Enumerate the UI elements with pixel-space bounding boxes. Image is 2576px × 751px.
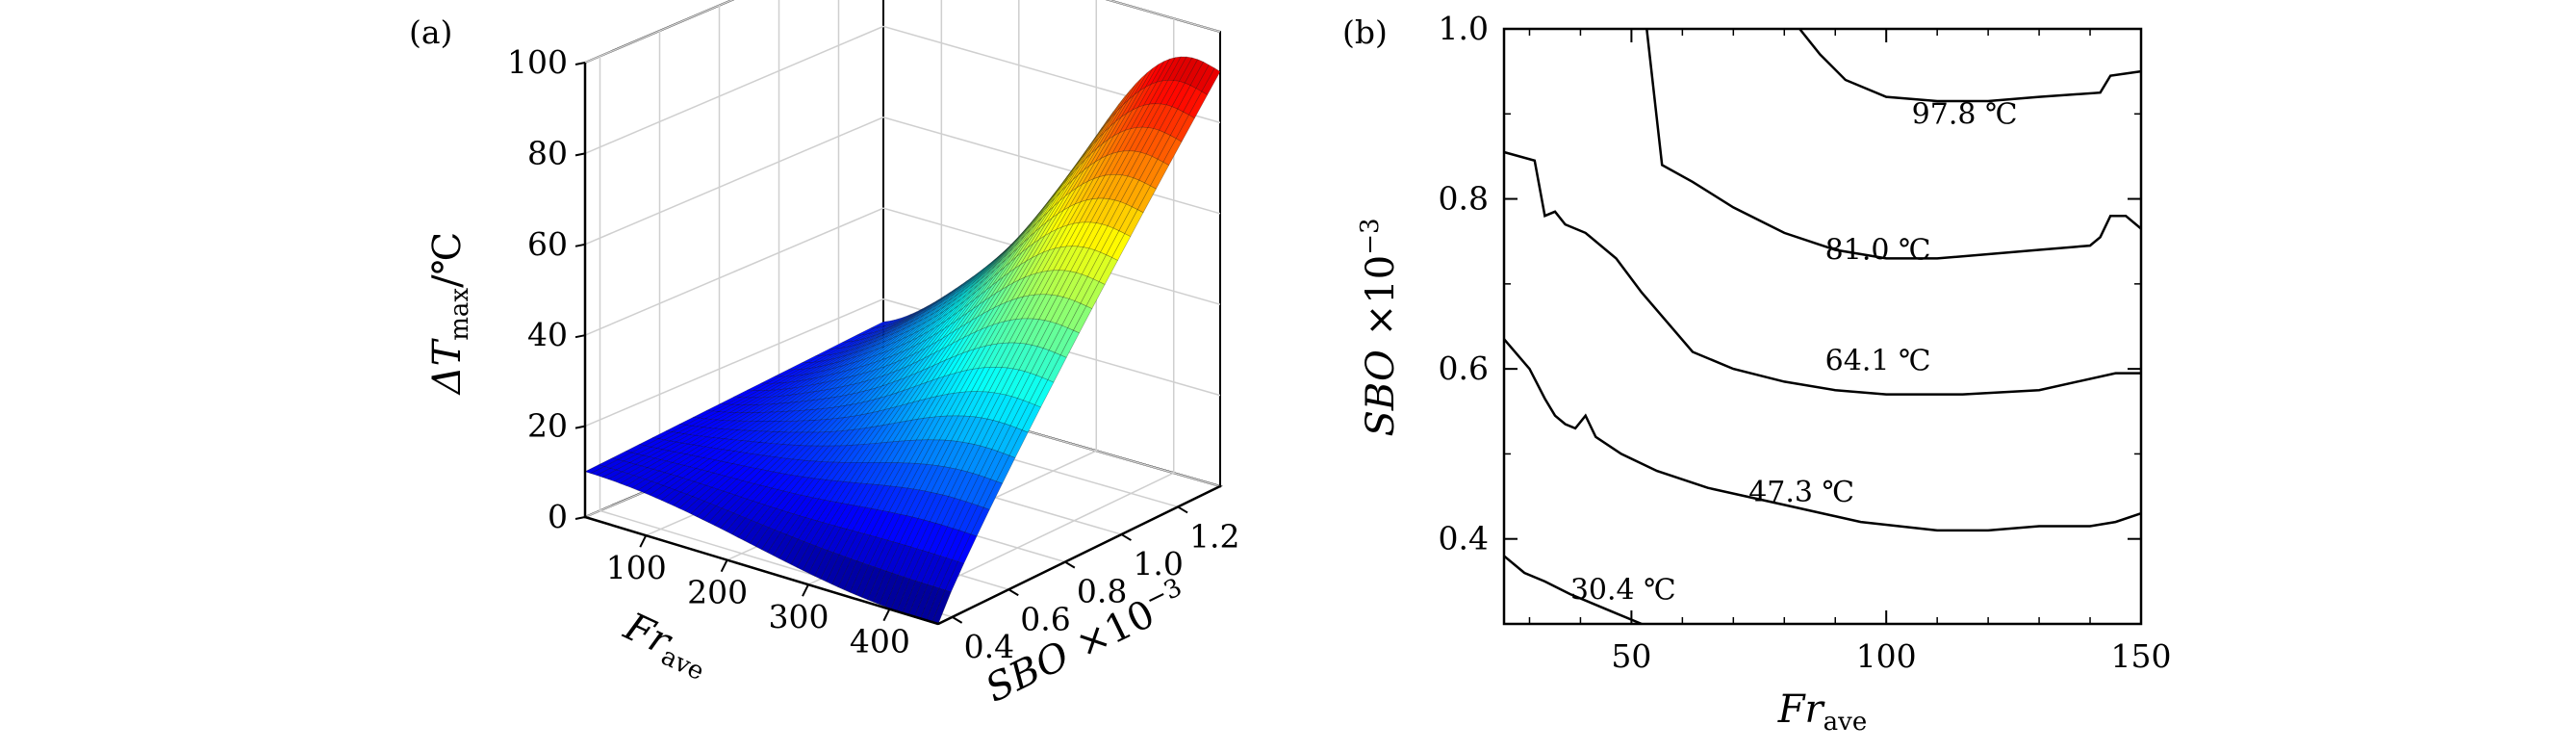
contour-label: 81.0 ℃ (1825, 234, 1931, 268)
surface-patch (1136, 185, 1157, 214)
contour-plot-frame (1502, 27, 2143, 626)
contour-x-axis-label: Frave (1777, 687, 1867, 737)
contour-y-label-exp: ×10 (1359, 255, 1403, 336)
contour-line (1503, 150, 2141, 396)
panel-label-a: (a) (409, 13, 452, 51)
contour-line (1503, 555, 1643, 626)
z-tick-label: 40 (527, 316, 568, 353)
surface-axes: 0 20 40 60 80 100 100 200 300 400 0.40.60.81.01.2 (507, 43, 1240, 665)
z-tick (574, 516, 586, 520)
y-tick (1064, 560, 1076, 569)
contour-lines: 97.8 ℃ 81.0 ℃ 64.1 ℃ 47.3 ℃ 30.4 ℃ (1503, 28, 2142, 626)
x-axis-label: Frave (615, 604, 717, 686)
surface-patch (957, 533, 978, 564)
x-tick-label: 100 (606, 549, 667, 586)
y-tick-label: 0.6 (1020, 600, 1070, 637)
contour-y-tick-label: 0.6 (1439, 350, 1489, 387)
z-tick (574, 425, 586, 429)
z-tick (574, 334, 586, 339)
surface-patch (970, 506, 990, 537)
contour-x-tick-label: 100 (1856, 637, 1917, 675)
x-tick-label: 400 (850, 623, 910, 660)
y-tick-label: 0.8 (1077, 573, 1127, 610)
surface-patch (1098, 257, 1118, 285)
contour-x-label-sub: ave (1824, 708, 1868, 737)
contour-y-label-exp-power: −3 (1356, 218, 1385, 254)
contour-label: 30.4 ℃ (1570, 574, 1676, 608)
contour-y-axis-label-text: SBO ×10−3 (1356, 218, 1403, 436)
y-tick-label: 1.2 (1189, 517, 1239, 555)
contour-y-label-main: SBO (1359, 350, 1403, 436)
x-tick (720, 559, 728, 573)
y-tick (1007, 588, 1019, 597)
z-axis-label: ΔTmax/℃ (425, 232, 474, 397)
grid-z-4 (584, 25, 1221, 155)
x-axis-label-text: Frave (615, 604, 717, 686)
y-tick-label: 1.0 (1133, 545, 1183, 583)
z-label-sub: max (446, 288, 474, 341)
contour-x-label-main: Fr (1777, 687, 1826, 732)
x-tick (882, 609, 891, 622)
contour-label: 97.8 ℃ (1912, 97, 2018, 131)
z-tick-label: 100 (507, 43, 568, 81)
contour-frame: 50 100 150 0.4 0.6 0.8 1.0 (1439, 10, 2172, 675)
panel-label-b: (b) (1342, 13, 1388, 51)
grid-x-3 (889, 18, 1175, 610)
x-tick (639, 534, 648, 548)
y-tick (952, 615, 963, 624)
z-label-unit: /℃ (425, 232, 470, 288)
y-tick (1120, 533, 1132, 541)
y-tick-label: 0.4 (964, 628, 1014, 665)
contour-y-tick-label: 0.4 (1439, 520, 1489, 557)
surface-patch (1034, 379, 1055, 408)
grid-z-5 (584, 0, 1221, 64)
x-axis-line (584, 515, 939, 626)
contour-y-tick-label: 0.8 (1439, 180, 1489, 218)
contour-line (1798, 28, 2142, 103)
contour-x-tick-label: 50 (1611, 637, 1651, 675)
z-tick-label: 60 (527, 225, 568, 263)
x-tick-label: 200 (687, 574, 748, 611)
z-tick-label: 80 (527, 134, 568, 171)
y-tick (1177, 505, 1188, 514)
z-axis-label-text: ΔTmax/℃ (425, 232, 474, 397)
z-tick-label: 20 (527, 407, 568, 445)
contour-label: 47.3 ℃ (1748, 476, 1854, 509)
contour-line (1503, 338, 2142, 532)
x-tick (802, 583, 809, 597)
contour-line (1645, 28, 2142, 260)
contour-y-axis-label: SBO ×10−3 (1356, 218, 1403, 436)
z-tick-label: 0 (548, 498, 568, 535)
z-label-main: ΔT (425, 337, 470, 396)
surface-patch (1175, 114, 1195, 142)
contour-y-tick-label: 1.0 (1439, 10, 1489, 47)
x-tick-label: 300 (769, 598, 829, 635)
surface-patch (982, 480, 1004, 510)
grid-z-1 (584, 298, 1221, 427)
contour-label: 64.1 ℃ (1825, 344, 1931, 377)
surface-patch (944, 561, 965, 593)
contour-axis-labels: Frave SBO ×10−3 (1356, 218, 1867, 737)
contour-chart: 50 100 150 0.4 0.6 0.8 1.0 97.8 ℃ 81.0 ℃ 64.1 ℃ 4… (1356, 10, 2172, 737)
contour-x-tick-label: 150 (2111, 637, 2172, 675)
surface-mesh (584, 56, 1221, 625)
z-tick (574, 243, 586, 247)
y-axis-line (937, 484, 1221, 626)
z-tick (574, 62, 586, 65)
z-tick (574, 152, 586, 157)
